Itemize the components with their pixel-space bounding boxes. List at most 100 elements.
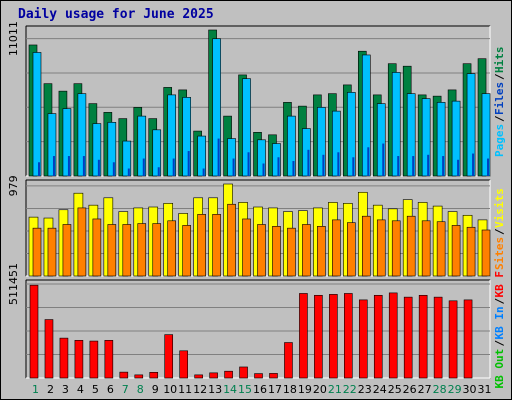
bar-kbf	[224, 370, 233, 379]
legend-pages: Pages	[493, 124, 506, 157]
bar-kbf	[373, 294, 383, 379]
x-tick-label: 19	[298, 383, 312, 396]
bar-pages	[172, 158, 175, 176]
legend-kb-f: KB F	[493, 271, 506, 298]
bar-kbf	[314, 294, 323, 379]
bar-files	[77, 93, 87, 177]
bar-kbf	[344, 293, 353, 379]
bar-kbf	[44, 319, 54, 379]
bar-files	[302, 128, 311, 177]
bar-pages	[38, 162, 40, 176]
bar-pages	[292, 161, 295, 176]
bar-files	[361, 54, 371, 177]
bar-kbf	[299, 293, 308, 379]
bar-files	[32, 52, 42, 177]
bar-files	[242, 78, 251, 177]
legend-visits: Visits	[493, 188, 506, 228]
bar-sites	[466, 226, 476, 277]
bar-files	[227, 138, 236, 177]
bar-files	[421, 98, 431, 177]
bar-files	[182, 97, 191, 177]
legend-sites: Sites	[493, 237, 506, 270]
bar-kbf	[448, 300, 458, 379]
x-tick-label: 9	[152, 383, 159, 396]
legend-kb-out: KB Out	[493, 349, 506, 389]
bar-pages	[382, 143, 385, 176]
x-tick-label: 28	[433, 383, 447, 396]
x-tick-label: 8	[137, 383, 144, 396]
bar-pages	[487, 158, 490, 176]
bar-kbf	[179, 350, 188, 379]
bar-kbf	[254, 373, 263, 379]
bar-sites	[451, 225, 461, 277]
bar-kbf	[119, 371, 129, 379]
bar-pages	[52, 156, 55, 176]
bar-files	[347, 92, 356, 177]
bar-kbf	[403, 296, 413, 379]
x-tick-label: 5	[92, 383, 99, 396]
bar-files	[332, 110, 341, 177]
bar-files	[406, 93, 416, 177]
bar-kbf	[29, 284, 39, 379]
legend-kb-in: KB In	[493, 306, 506, 339]
bar-sites	[436, 221, 446, 277]
bar-sites	[47, 227, 57, 277]
x-tick-label: 16	[253, 383, 267, 396]
bar-kbf	[284, 342, 293, 379]
bar-sites	[182, 225, 191, 277]
bar-files	[167, 94, 177, 177]
bar-pages	[82, 156, 85, 176]
bar-pages	[232, 158, 235, 176]
bar-sites	[92, 218, 102, 277]
bar-files	[451, 100, 461, 177]
x-tick-label: 21	[328, 383, 342, 396]
x-tick-label: 17	[268, 383, 282, 396]
bar-files	[62, 108, 72, 177]
bar-sites	[242, 218, 251, 277]
bar-files	[122, 140, 132, 177]
bar-files	[257, 139, 266, 177]
x-tick-label: 6	[107, 383, 114, 396]
bar-sites	[361, 215, 371, 277]
x-tick-label: 13	[208, 383, 222, 396]
x-tick-label: 29	[448, 383, 462, 396]
bar-kbf	[418, 294, 428, 379]
bar-pages	[337, 152, 340, 176]
bar-files	[107, 122, 117, 177]
bar-kbf	[388, 292, 398, 379]
chart-title: Daily usage for June 2025	[18, 7, 214, 22]
bar-sites	[257, 224, 266, 277]
legend-separator: /	[493, 73, 506, 80]
bar-files	[137, 115, 147, 177]
bar-sites	[272, 226, 281, 277]
bar-pages	[397, 156, 400, 176]
bar-sites	[137, 223, 147, 277]
x-tick-label: 26	[403, 383, 417, 396]
bar-pages	[127, 168, 130, 176]
bar-files	[47, 113, 57, 177]
bar-pages	[187, 151, 190, 176]
bar-kbf	[239, 366, 248, 379]
bar-files	[272, 143, 281, 177]
bar-sites	[421, 220, 431, 277]
bar-pages	[217, 138, 220, 176]
bar-pages	[352, 157, 355, 176]
bar-sites	[107, 224, 117, 277]
bar-kbf	[89, 340, 99, 379]
bar-sites	[332, 219, 341, 277]
bar-pages	[322, 154, 325, 176]
bar-pages	[97, 159, 100, 176]
bar-files	[391, 72, 401, 177]
bar-kbf	[463, 299, 473, 379]
bar-pages	[112, 162, 115, 176]
x-tick-label: 30	[463, 383, 477, 396]
bar-files	[436, 102, 446, 177]
bar-pages	[277, 157, 280, 176]
bar-sites	[197, 214, 206, 277]
bar-kbf	[149, 372, 159, 379]
legend-separator: /	[493, 115, 506, 122]
x-tick-label: 18	[283, 383, 297, 396]
x-tick-label: 22	[343, 383, 357, 396]
bar-files	[481, 93, 491, 177]
bar-kbf	[358, 299, 368, 379]
